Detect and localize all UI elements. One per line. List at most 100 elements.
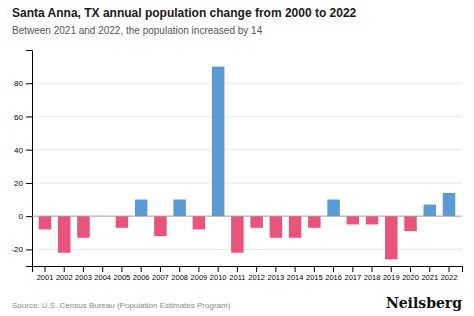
x-tick-mark bbox=[314, 266, 315, 272]
y-tick-mark bbox=[26, 116, 32, 117]
x-tick: 2007 bbox=[152, 266, 169, 282]
x-tick-label: 2005 bbox=[114, 273, 131, 282]
x-tick-mark bbox=[449, 266, 450, 272]
x-tick-label: 2004 bbox=[94, 273, 111, 282]
y-tick-mark bbox=[26, 216, 32, 217]
bar bbox=[154, 216, 167, 236]
x-tick-mark bbox=[179, 266, 180, 272]
x-tick-mark bbox=[44, 266, 45, 272]
y-tick: 0 bbox=[19, 212, 32, 221]
y-tick-label: -20 bbox=[11, 245, 23, 254]
grid-line bbox=[32, 182, 462, 183]
x-tick-mark bbox=[352, 266, 353, 272]
subtitle: Between 2021 and 2022, the population in… bbox=[12, 25, 263, 36]
x-tick-label: 2012 bbox=[248, 273, 265, 282]
x-tick-mark bbox=[256, 266, 257, 272]
x-tick: 2014 bbox=[287, 266, 304, 282]
bar bbox=[424, 205, 437, 217]
zero-line bbox=[32, 216, 462, 217]
x-tick-label: 2013 bbox=[268, 273, 285, 282]
x-tick-label: 2017 bbox=[344, 273, 361, 282]
chart: Santa Anna, TX annual population change … bbox=[0, 0, 474, 316]
x-tick-mark bbox=[391, 266, 392, 272]
y-tick-label: 0 bbox=[19, 212, 24, 221]
bar bbox=[347, 216, 360, 224]
bar bbox=[289, 216, 302, 238]
y-tick-mark bbox=[26, 150, 32, 151]
x-tick: 2019 bbox=[383, 266, 400, 282]
grid-line bbox=[32, 83, 462, 84]
x-tick-label: 2019 bbox=[383, 273, 400, 282]
x-tick-mark bbox=[83, 266, 84, 272]
bar bbox=[327, 200, 340, 217]
x-tick-mark bbox=[121, 266, 122, 272]
bar bbox=[443, 193, 456, 216]
y-tick: 20 bbox=[14, 179, 32, 188]
source: Source: U.S. Census Bureau (Population E… bbox=[12, 301, 231, 310]
x-tick-mark bbox=[237, 266, 238, 272]
y-tick-label: 80 bbox=[14, 79, 23, 88]
title: Santa Anna, TX annual population change … bbox=[12, 6, 357, 20]
x-tick-label: 2006 bbox=[133, 273, 150, 282]
x-tick-label: 2014 bbox=[287, 273, 304, 282]
y-tick-mark bbox=[26, 83, 32, 84]
x-tick: 2015 bbox=[306, 266, 323, 282]
x-tick: 2008 bbox=[171, 266, 188, 282]
x-tick-label: 2022 bbox=[441, 273, 458, 282]
grid-line bbox=[32, 116, 462, 117]
x-tick: 2012 bbox=[248, 266, 265, 282]
x-axis-line bbox=[33, 267, 463, 273]
x-tick: 2018 bbox=[364, 266, 381, 282]
x-tick-label: 2010 bbox=[210, 273, 227, 282]
x-tick-label: 2007 bbox=[152, 273, 169, 282]
x-tick: 2001 bbox=[37, 266, 54, 282]
y-tick: 60 bbox=[14, 113, 32, 122]
x-tick-label: 2002 bbox=[56, 273, 73, 282]
x-tick-label: 2011 bbox=[229, 273, 245, 282]
brand: Neilsberg bbox=[386, 295, 462, 311]
x-tick-mark bbox=[198, 266, 199, 272]
bar bbox=[135, 200, 148, 217]
x-axis: 2001200220032004200520062007200820092010… bbox=[33, 266, 463, 282]
bar bbox=[404, 216, 417, 231]
x-tick-label: 2020 bbox=[402, 273, 419, 282]
x-tick-mark bbox=[295, 266, 296, 272]
x-tick-mark bbox=[218, 266, 219, 272]
x-tick-label: 2003 bbox=[75, 273, 92, 282]
x-tick: 2017 bbox=[344, 266, 361, 282]
x-tick-label: 2016 bbox=[325, 273, 342, 282]
x-tick: 2009 bbox=[191, 266, 208, 282]
bar bbox=[77, 216, 90, 238]
bar bbox=[116, 216, 129, 228]
bar bbox=[366, 216, 379, 224]
x-tick: 2002 bbox=[56, 266, 73, 282]
x-tick-mark bbox=[64, 266, 65, 272]
y-tick-mark bbox=[26, 183, 32, 184]
grid-line bbox=[32, 216, 462, 217]
x-tick: 2003 bbox=[75, 266, 92, 282]
bar bbox=[231, 216, 244, 253]
bar bbox=[39, 216, 52, 229]
x-tick-label: 2021 bbox=[421, 273, 438, 282]
bar bbox=[173, 200, 186, 217]
x-tick: 2005 bbox=[114, 266, 131, 282]
plot: -200204060802001200220032004200520062007… bbox=[11, 51, 462, 283]
y-tick-label: 20 bbox=[14, 179, 23, 188]
bar bbox=[250, 216, 263, 228]
x-tick: 2006 bbox=[133, 266, 150, 282]
bar bbox=[308, 216, 321, 228]
bar bbox=[58, 216, 71, 253]
x-tick-mark bbox=[333, 266, 334, 272]
x-tick: 2022 bbox=[441, 266, 458, 282]
grid-line bbox=[32, 149, 462, 150]
x-tick-mark bbox=[102, 266, 103, 272]
y-tick: -20 bbox=[11, 245, 32, 254]
x-tick-label: 2008 bbox=[171, 273, 188, 282]
bar bbox=[385, 216, 398, 259]
x-tick-mark bbox=[275, 266, 276, 272]
x-tick-mark bbox=[160, 266, 161, 272]
x-tick-mark bbox=[372, 266, 373, 272]
bar bbox=[212, 67, 225, 217]
x-tick-mark bbox=[429, 266, 430, 272]
x-tick: 2013 bbox=[268, 266, 285, 282]
